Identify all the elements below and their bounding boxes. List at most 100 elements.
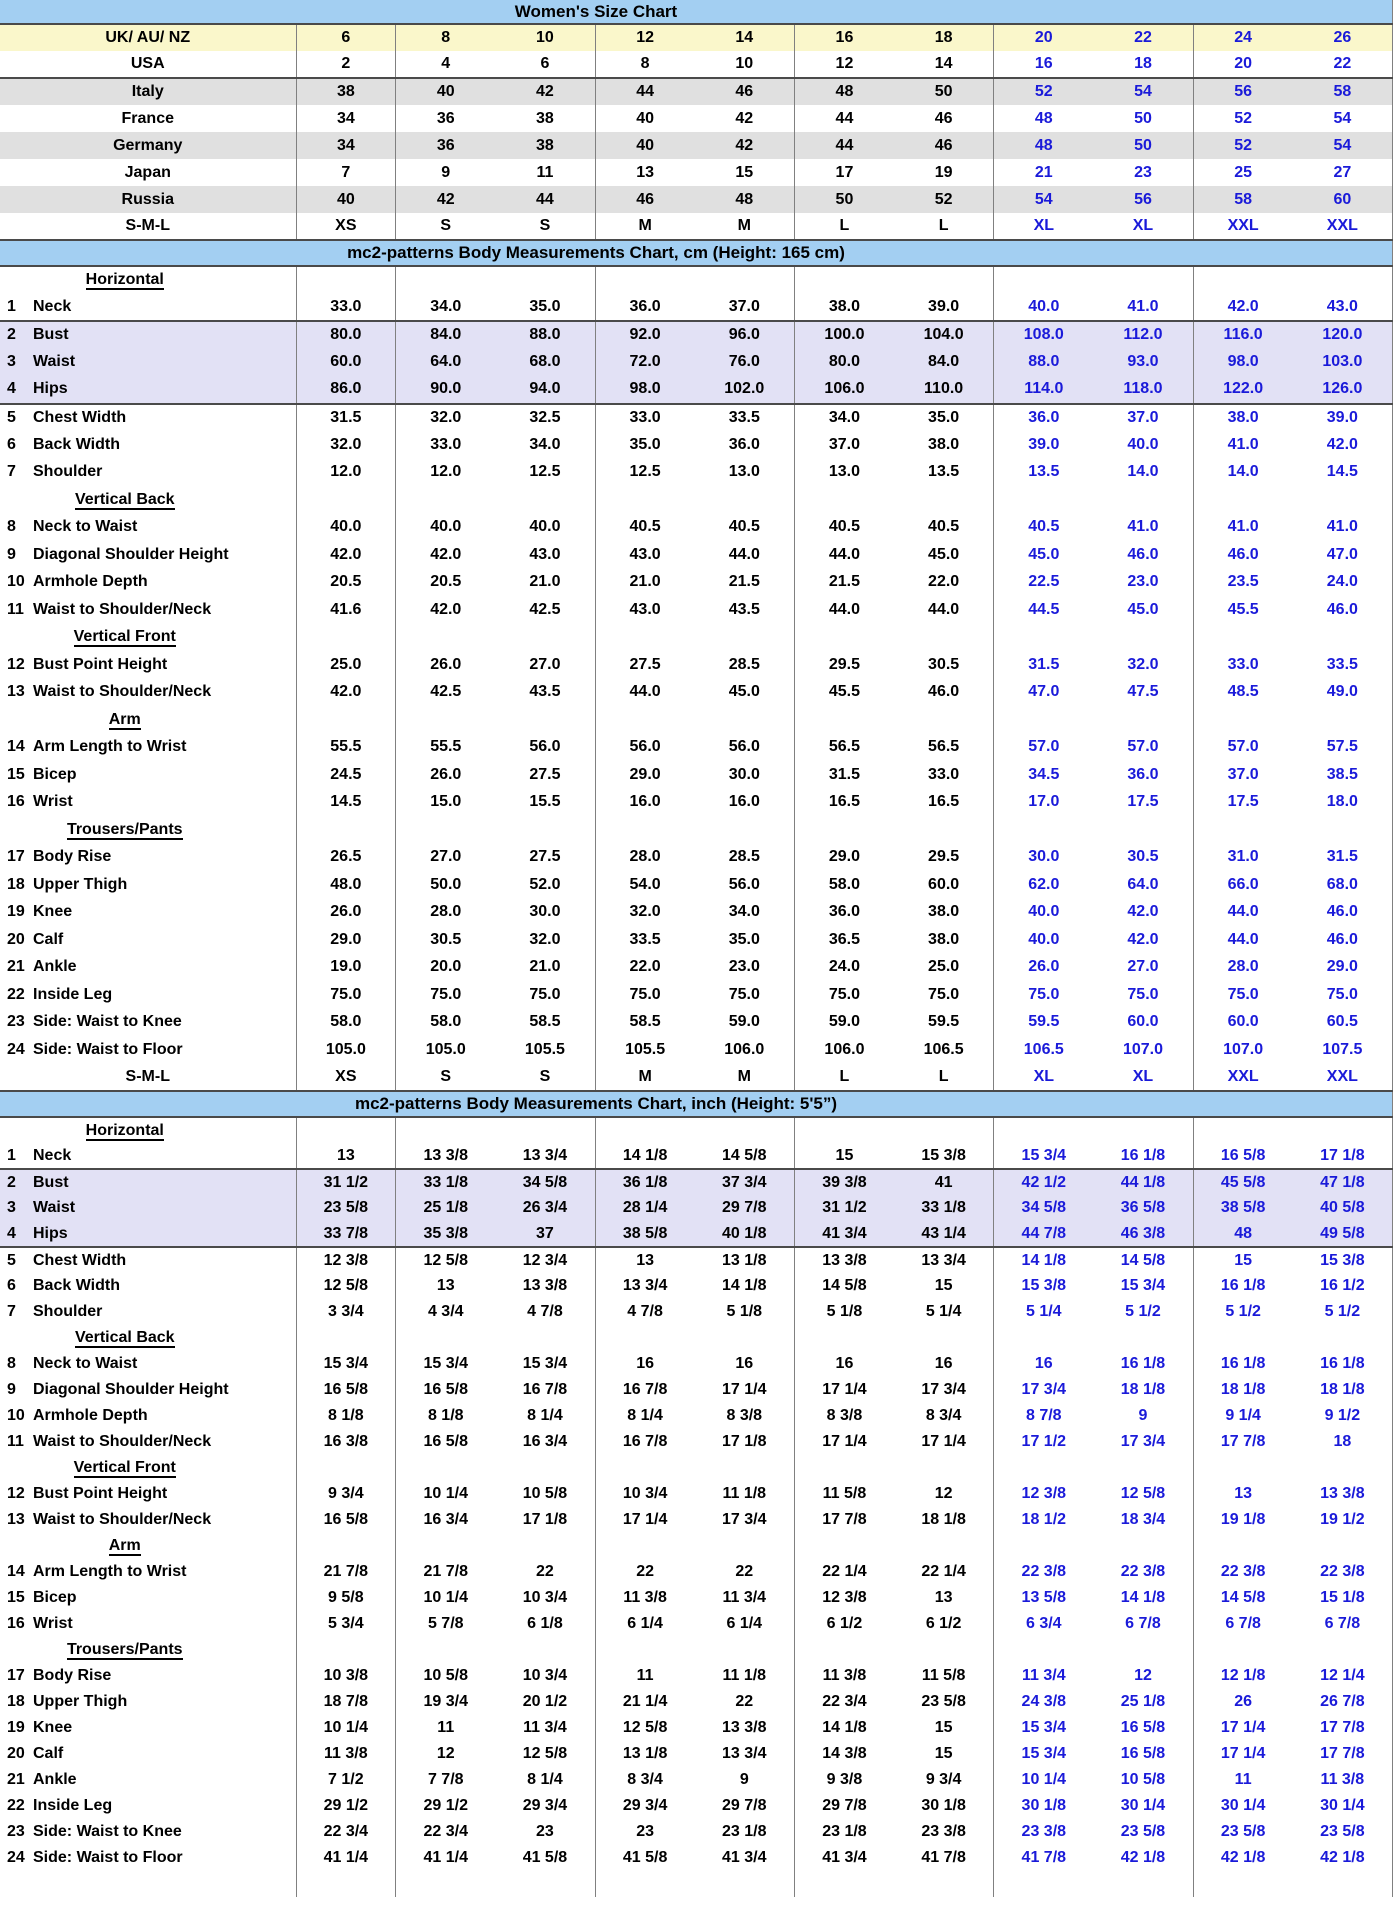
- cell: 23 3/8: [894, 1819, 995, 1845]
- cell: 57.0: [1093, 733, 1194, 761]
- cell: 57.5: [1292, 733, 1393, 761]
- cell: 45 5/8: [1193, 1169, 1293, 1195]
- cell: 14 1/8: [822, 1719, 867, 1736]
- cell: [794, 1325, 894, 1351]
- cell: [495, 1325, 596, 1351]
- cell: 31.5: [828, 765, 861, 783]
- cell: 18 1/8: [894, 1507, 995, 1533]
- cell: 30 1/8: [1021, 1797, 1067, 1814]
- cell: 75.0: [828, 985, 861, 1003]
- cell: 58: [1193, 186, 1293, 213]
- cell: 105.5: [495, 1036, 596, 1064]
- row-label: 1 Neck: [0, 293, 297, 322]
- cell: 16: [894, 1351, 995, 1377]
- cell: [396, 706, 496, 734]
- cell: 110.0: [894, 376, 995, 405]
- cell: 92.0: [595, 321, 695, 349]
- cell: 40 5/8: [1292, 1195, 1393, 1221]
- cell: 14.5: [1292, 458, 1393, 486]
- cell: [495, 623, 596, 651]
- cell: 12 5/8: [495, 1741, 596, 1767]
- cell: 44.0: [828, 600, 861, 618]
- cell: 29.0: [629, 765, 661, 783]
- cell: 13: [636, 1251, 654, 1269]
- row-label: 1 Neck: [0, 1143, 297, 1170]
- cell: 36.0: [595, 293, 695, 322]
- cell: 107.0: [1093, 1036, 1194, 1064]
- cell: 14.0: [1093, 458, 1194, 486]
- table-row: 6 Back Width 12 5/8 13 13 3/8 13 3/4 14 1/8 14 …: [0, 1273, 1393, 1299]
- cell: M: [694, 1063, 795, 1092]
- row-label: S-M-L: [0, 213, 297, 241]
- cell: 105.0: [425, 1040, 466, 1058]
- cell: 16.5: [894, 788, 995, 816]
- cell: 22 3/8: [1021, 1563, 1067, 1580]
- cell: 108.0: [993, 321, 1094, 349]
- cell: 46.0: [1292, 926, 1393, 954]
- cell: 9 1/4: [1225, 1407, 1261, 1424]
- row-label: 7 Shoulder: [0, 1299, 297, 1325]
- row-label: Germany: [0, 132, 297, 159]
- cell: 44: [835, 109, 854, 127]
- cell: 21 1/4: [622, 1693, 668, 1710]
- cell: [994, 1455, 1094, 1481]
- cell: 54: [993, 186, 1094, 213]
- cell: 50: [894, 78, 995, 105]
- cell: 12 3/4: [495, 1247, 596, 1273]
- cell: 16 5/8: [423, 1433, 468, 1450]
- cell: 22: [694, 1689, 795, 1715]
- cell: 47.0: [1292, 541, 1393, 569]
- cell: 100.0: [794, 321, 895, 349]
- table-row: 12 Bust Point Height 9 3/4 10 1/4 10 5/8 10 3…: [0, 1481, 1393, 1507]
- cell: 41 3/4: [694, 1845, 795, 1871]
- cell: 15 3/4: [296, 1351, 397, 1377]
- cell: 46: [894, 132, 995, 159]
- cell: 27.0: [430, 848, 462, 866]
- cell: 54.0: [629, 875, 661, 893]
- cell: 16 1/8: [1220, 1277, 1266, 1294]
- cell: [495, 706, 596, 734]
- cell: 14.5: [296, 788, 397, 816]
- row-label: 17 Body Rise: [0, 1663, 297, 1689]
- cell: [694, 1117, 795, 1143]
- cell: 37.0: [1093, 403, 1194, 431]
- cell: 13 3/4: [694, 1741, 795, 1767]
- cell: 14 1/8: [1093, 1585, 1194, 1611]
- cell: 26: [1234, 1693, 1253, 1710]
- cell: 13 1/8: [622, 1745, 668, 1762]
- cell: [396, 1455, 496, 1481]
- cell: 50: [794, 186, 895, 213]
- cell: 17.5: [1227, 793, 1259, 811]
- cell: 16 7/8: [622, 1381, 668, 1398]
- cell: 11 1/8: [694, 1481, 795, 1507]
- cell: 19 1/8: [1220, 1511, 1266, 1528]
- cell: 13 3/8: [1292, 1481, 1393, 1507]
- cell: 45.5: [1227, 600, 1259, 618]
- cell: [296, 816, 397, 844]
- table-row: 5 Chest Width 31.5 32.0 32.5 33.0 33.5 34.0 35.0…: [0, 403, 1393, 431]
- cell: 7 1/2: [296, 1767, 397, 1793]
- cell: 22 3/4: [423, 1823, 468, 1840]
- cell: 21 7/8: [423, 1563, 468, 1580]
- cell: 6 1/2: [894, 1611, 995, 1637]
- cell: 48.5: [1227, 683, 1259, 701]
- cell: XL: [1093, 213, 1194, 241]
- cell: [994, 1325, 1094, 1351]
- cell: 28 1/4: [595, 1195, 695, 1221]
- cell: 45.0: [1028, 545, 1060, 563]
- row-label: 15 Bicep: [0, 761, 297, 789]
- cell: 44: [495, 186, 596, 213]
- cell: 31 1/2: [296, 1169, 397, 1195]
- cell: 46.0: [1292, 596, 1393, 624]
- table-row: 19 Knee 10 1/4 11 11 3/4 12 5/8 13 3/8 14 1/8 15…: [0, 1715, 1393, 1741]
- cell: 38: [495, 105, 596, 132]
- cell: 75.0: [629, 985, 661, 1003]
- cell: 17 3/4: [694, 1507, 795, 1533]
- cell: 10: [694, 51, 795, 79]
- cell: 35.0: [495, 293, 596, 322]
- cell: 8 1/8: [427, 1407, 464, 1424]
- cell: 29.5: [894, 843, 995, 871]
- cell: 38 5/8: [595, 1221, 695, 1248]
- row-label: 7 Shoulder: [0, 458, 297, 486]
- section-label: Arm: [0, 1533, 297, 1559]
